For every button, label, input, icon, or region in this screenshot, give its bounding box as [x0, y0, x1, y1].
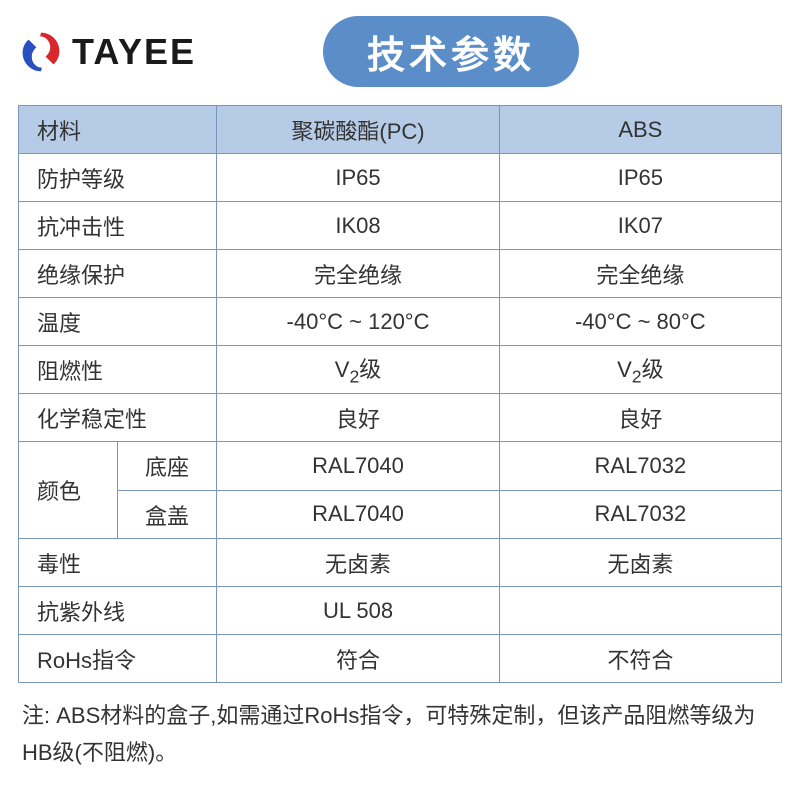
table-header-row: 材料 聚碳酸酯(PC) ABS — [19, 106, 782, 154]
table-body: 防护等级IP65IP65抗冲击性IK08IK07绝缘保护完全绝缘完全绝缘温度-4… — [19, 154, 782, 683]
row-value: IK08 — [217, 202, 499, 250]
row-value: 无卤素 — [499, 539, 781, 587]
row-value: -40°C ~ 120°C — [217, 298, 499, 346]
row-value: RAL7032 — [499, 490, 781, 539]
row-label: 防护等级 — [19, 154, 217, 202]
footnote: 注: ABS材料的盒子,如需通过RoHs指令，可特殊定制，但该产品阻燃等级为HB… — [18, 697, 782, 772]
color-group-label: 颜色 — [19, 442, 118, 538]
row-value: 不符合 — [499, 635, 781, 683]
row-label: 阻燃性 — [19, 346, 217, 394]
table-row: 颜色底座盒盖RAL7040RAL7032 — [19, 442, 782, 491]
row-value: IP65 — [499, 154, 781, 202]
spec-table-container: 材料 聚碳酸酯(PC) ABS 防护等级IP65IP65抗冲击性IK08IK07… — [18, 105, 782, 683]
row-value: RAL7040 — [217, 490, 499, 539]
logo-icon — [18, 29, 64, 75]
row-value: 无卤素 — [217, 539, 499, 587]
header: TAYEE 技术参数 — [18, 12, 782, 99]
page-title: 技术参数 — [323, 16, 579, 87]
row-value: V2级 — [499, 346, 781, 394]
table-row: 抗紫外线UL 508 — [19, 587, 782, 635]
table-row: 绝缘保护完全绝缘完全绝缘 — [19, 250, 782, 298]
row-value: V2级 — [217, 346, 499, 394]
color-sublabel: 盒盖 — [118, 490, 217, 538]
spec-table: 材料 聚碳酸酯(PC) ABS 防护等级IP65IP65抗冲击性IK08IK07… — [18, 105, 782, 683]
row-value: UL 508 — [217, 587, 499, 635]
header-col1: 聚碳酸酯(PC) — [217, 106, 499, 154]
table-row: 化学稳定性良好良好 — [19, 394, 782, 442]
logo-text: TAYEE — [72, 31, 196, 73]
table-row: 抗冲击性IK08IK07 — [19, 202, 782, 250]
row-label: 抗冲击性 — [19, 202, 217, 250]
row-value — [499, 587, 781, 635]
table-row: 防护等级IP65IP65 — [19, 154, 782, 202]
row-value: 完全绝缘 — [499, 250, 781, 298]
header-label: 材料 — [19, 106, 217, 154]
table-row: 阻燃性V2级V2级 — [19, 346, 782, 394]
table-row: 温度-40°C ~ 120°C-40°C ~ 80°C — [19, 298, 782, 346]
row-label: 毒性 — [19, 539, 217, 587]
row-value: IK07 — [499, 202, 781, 250]
row-value: -40°C ~ 80°C — [499, 298, 781, 346]
row-value: 符合 — [217, 635, 499, 683]
row-value: 良好 — [217, 394, 499, 442]
row-value: RAL7040 — [217, 442, 499, 491]
row-label: 绝缘保护 — [19, 250, 217, 298]
row-value: IP65 — [217, 154, 499, 202]
row-label: RoHs指令 — [19, 635, 217, 683]
row-value: RAL7032 — [499, 442, 781, 491]
row-label-group: 颜色底座盒盖 — [19, 442, 217, 539]
color-sublabel: 底座 — [118, 442, 217, 490]
row-label: 温度 — [19, 298, 217, 346]
table-row: RoHs指令符合不符合 — [19, 635, 782, 683]
header-col2: ABS — [499, 106, 781, 154]
row-label: 抗紫外线 — [19, 587, 217, 635]
row-value: 良好 — [499, 394, 781, 442]
row-value: 完全绝缘 — [217, 250, 499, 298]
brand-logo: TAYEE — [18, 29, 196, 75]
table-row: 毒性无卤素无卤素 — [19, 539, 782, 587]
row-label: 化学稳定性 — [19, 394, 217, 442]
